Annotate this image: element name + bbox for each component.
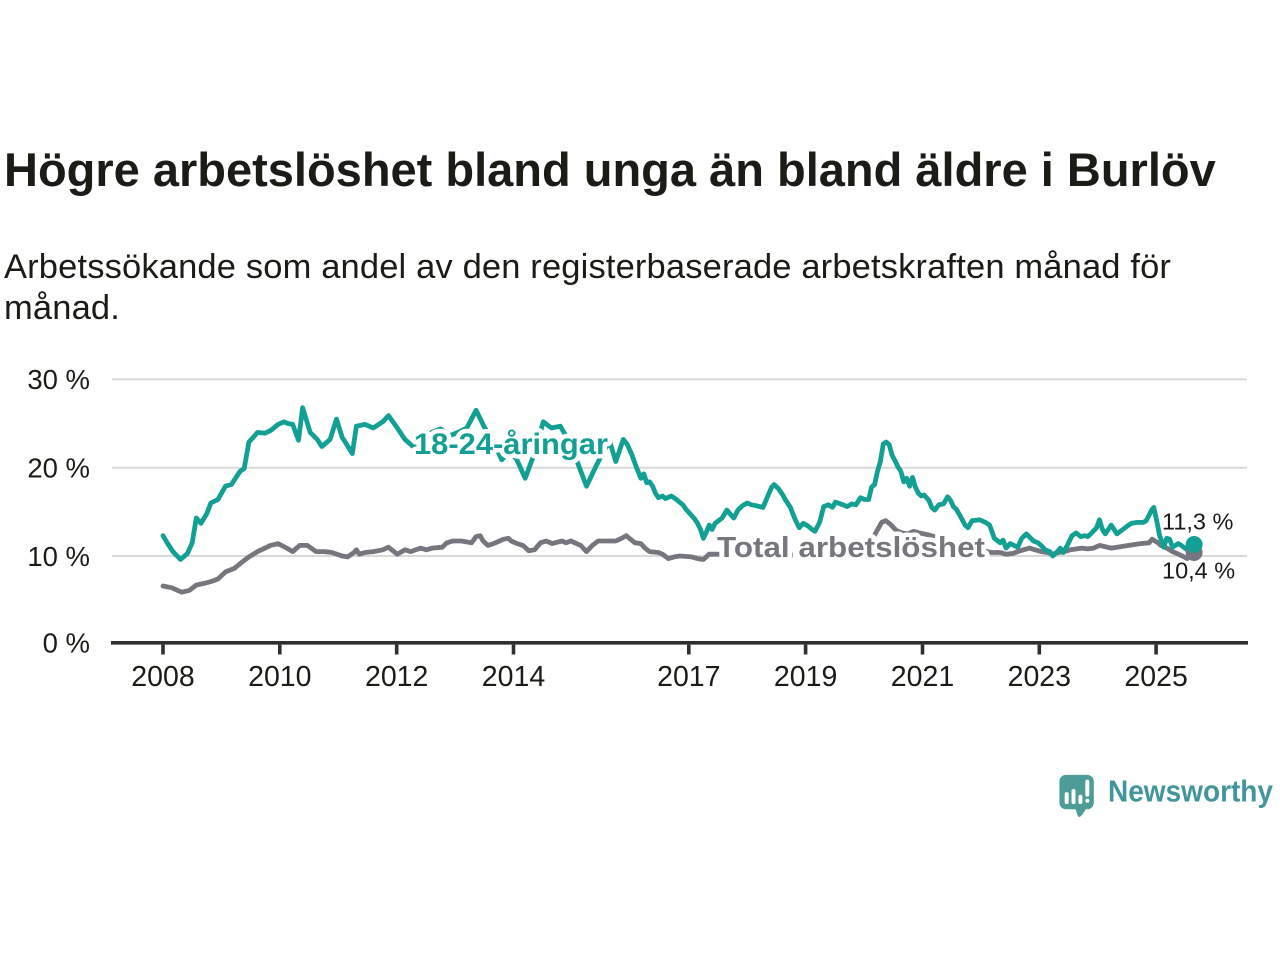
svg-text:2021: 2021 bbox=[891, 661, 954, 693]
svg-text:11,3 %: 11,3 % bbox=[1162, 509, 1234, 535]
svg-text:18-24-åringar: 18-24-åringar bbox=[414, 428, 609, 461]
svg-text:0 %: 0 % bbox=[43, 628, 90, 659]
svg-text:2014: 2014 bbox=[482, 661, 546, 693]
svg-text:2025: 2025 bbox=[1124, 661, 1187, 693]
svg-text:20 %: 20 % bbox=[27, 453, 90, 484]
svg-text:30 %: 30 % bbox=[27, 364, 90, 395]
svg-text:2008: 2008 bbox=[131, 661, 194, 693]
svg-text:10,4 %: 10,4 % bbox=[1162, 558, 1235, 584]
svg-text:Newsworthy: Newsworthy bbox=[1108, 775, 1273, 809]
svg-text:2012: 2012 bbox=[365, 661, 428, 693]
svg-text:2019: 2019 bbox=[774, 661, 837, 693]
svg-text:10 %: 10 % bbox=[27, 541, 90, 572]
svg-text:Total arbetslöshet: Total arbetslöshet bbox=[717, 532, 986, 564]
svg-text:2017: 2017 bbox=[657, 661, 720, 693]
svg-text:2023: 2023 bbox=[1008, 661, 1071, 693]
svg-text:2010: 2010 bbox=[248, 661, 311, 693]
